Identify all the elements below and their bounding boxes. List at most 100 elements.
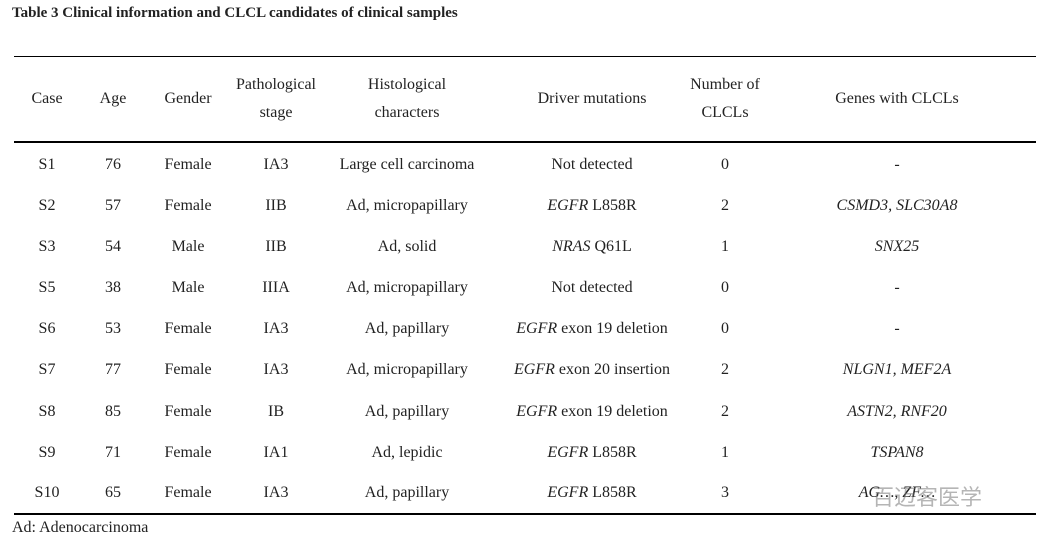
table-cell: 65 <box>105 484 121 501</box>
table-cell: IIB <box>265 197 287 214</box>
header-cell: Case <box>31 90 63 107</box>
table-cell: IA1 <box>263 444 289 461</box>
table-cell: S2 <box>38 197 56 214</box>
table-cell: S7 <box>38 361 56 378</box>
table-cell: S10 <box>34 484 60 501</box>
table-cell: 76 <box>105 156 121 173</box>
table-cell: S5 <box>38 279 56 296</box>
gene-name: EGFR <box>516 320 558 337</box>
gene-name: EGFR <box>547 444 589 461</box>
footnote: Ad: Adenocarcinoma <box>12 519 149 536</box>
table-cell: AG…, ZF… <box>858 484 936 501</box>
gene-name: NRAS <box>552 238 591 255</box>
table-cell: 1 <box>721 238 729 255</box>
table-cell: Ad, papillary <box>364 320 450 337</box>
mutation: exon 19 deletion <box>561 320 668 337</box>
bottom-rule <box>14 513 1036 515</box>
table-cell: Not detected <box>551 156 633 173</box>
top-rule <box>14 56 1036 57</box>
watermark: 百迈客医学 <box>872 486 983 511</box>
table-cell: 3 <box>721 484 729 501</box>
table-cell: IB <box>268 403 284 420</box>
table-cell: EGFR L858R <box>547 479 636 507</box>
table-cell: S1 <box>38 156 56 173</box>
table-cell: 38 <box>105 279 121 296</box>
table-cell: Female <box>164 403 212 420</box>
table-cell: 0 <box>721 156 729 173</box>
table-cell: - <box>894 320 900 337</box>
table-cell: Female <box>164 197 212 214</box>
table-cell: Male <box>171 279 205 296</box>
table-cell: IA3 <box>263 484 289 501</box>
table-cell: S6 <box>38 320 56 337</box>
table-cell: Male <box>171 238 205 255</box>
table-cell: 53 <box>105 320 121 337</box>
table-cell: Ad, micropapillary <box>346 197 468 214</box>
table-cell: Ad, micropapillary <box>346 279 468 296</box>
table-cell: Not detected <box>551 279 633 296</box>
table-cell: EGFR L858R <box>547 439 636 467</box>
table-cell: IA3 <box>263 156 289 173</box>
mutation: L858R <box>592 484 637 501</box>
table-cell: 57 <box>105 197 121 214</box>
table-cell: 54 <box>105 238 121 255</box>
table-cell: - <box>894 156 900 173</box>
table-cell: Female <box>164 361 212 378</box>
table-cell: 0 <box>721 320 729 337</box>
mutation: L858R <box>592 444 637 461</box>
table-cell: 77 <box>105 361 121 378</box>
table-cell: Ad, lepidic <box>371 444 443 461</box>
table-cell: Ad, micropapillary <box>346 361 468 378</box>
table-cell: IA3 <box>263 320 289 337</box>
header-cell: Gender <box>164 90 212 107</box>
table-cell: SNX25 <box>874 238 920 255</box>
table-cell: Ad, papillary <box>364 403 450 420</box>
table-cell: IIIA <box>262 279 290 296</box>
table-cell: EGFR exon 19 deletion <box>516 315 668 343</box>
gene-name: EGFR <box>516 403 558 420</box>
gene-name: EGFR <box>547 484 589 501</box>
table-cell: IIB <box>265 238 287 255</box>
header-cell: Genes with CLCLs <box>835 90 959 107</box>
header-cell: Age <box>99 90 127 107</box>
table-cell: S9 <box>38 444 56 461</box>
table-cell: Female <box>164 484 212 501</box>
table-cell: EGFR exon 20 insertion <box>514 356 670 384</box>
table-cell: EGFR exon 19 deletion <box>516 398 668 426</box>
table-title: Table 3 Clinical information and CLCL ca… <box>12 5 458 21</box>
table-cell: TSPAN8 <box>870 444 924 461</box>
table-cell: Female <box>164 444 212 461</box>
table-cell: CSMD3, SLC30A8 <box>836 197 958 214</box>
table-cell: NRAS Q61L <box>552 233 632 261</box>
header-cell: Driver mutations <box>537 90 647 107</box>
header-cell: Number of CLCLs <box>690 76 760 121</box>
mutation: L858R <box>592 197 637 214</box>
mutation: exon 19 deletion <box>561 403 668 420</box>
table-cell: 2 <box>721 197 729 214</box>
header-cell: Pathological stage <box>236 76 316 121</box>
table-cell: S8 <box>38 403 56 420</box>
table-cell: Female <box>164 156 212 173</box>
table-cell: 1 <box>721 444 729 461</box>
table-cell: NLGN1, MEF2A <box>842 361 952 378</box>
mutation: Q61L <box>594 238 632 255</box>
table-cell: ASTN2, RNF20 <box>847 403 947 420</box>
table-cell: S3 <box>38 238 56 255</box>
table-cell: IA3 <box>263 361 289 378</box>
header-cell: Histological characters <box>367 76 447 121</box>
gene-name: EGFR <box>547 197 589 214</box>
table-cell: 0 <box>721 279 729 296</box>
table-cell: 85 <box>105 403 121 420</box>
table-cell: 2 <box>721 403 729 420</box>
gene-name: EGFR <box>514 361 555 378</box>
table-cell: 2 <box>721 361 729 378</box>
table-cell: Female <box>164 320 212 337</box>
table-cell: - <box>894 279 900 296</box>
table-cell: Ad, solid <box>377 238 437 255</box>
header-rule <box>14 141 1036 143</box>
table-cell: 71 <box>105 444 121 461</box>
table-cell: Large cell carcinoma <box>339 156 475 173</box>
table-cell: Ad, papillary <box>364 484 450 501</box>
mutation: exon 20 insertion <box>558 361 670 378</box>
